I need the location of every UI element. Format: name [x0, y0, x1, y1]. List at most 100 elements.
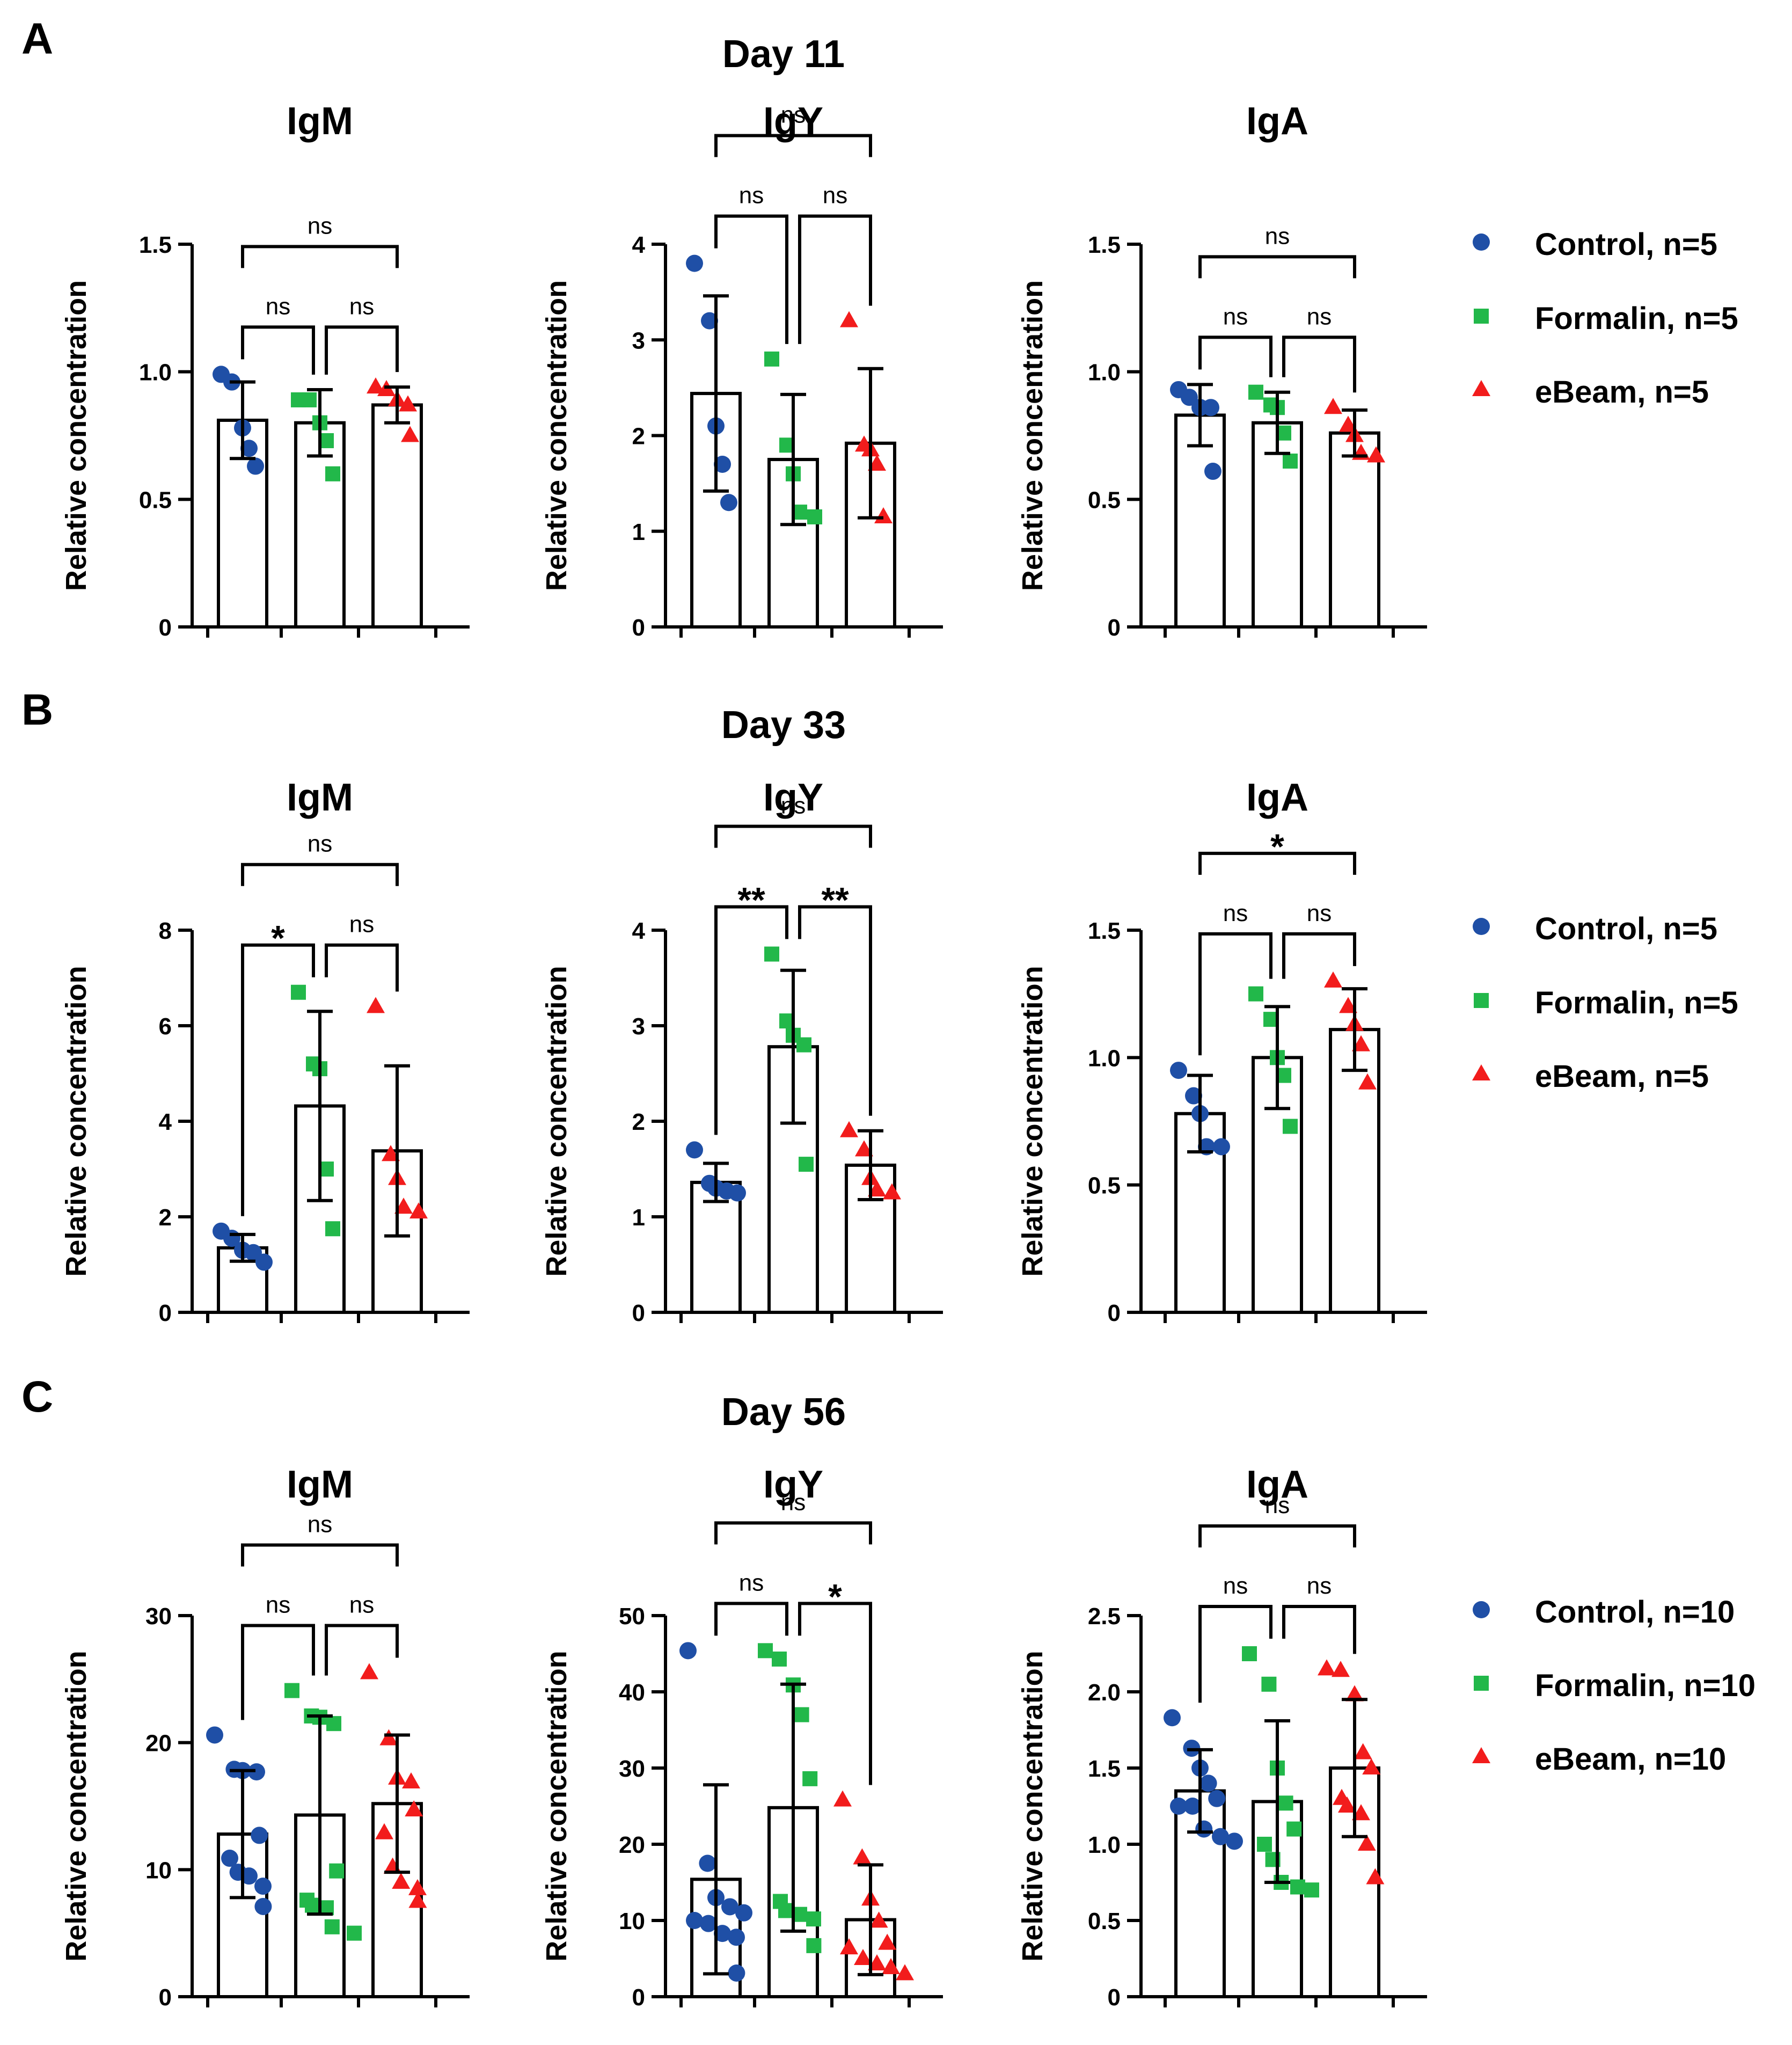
- bar-ebeam: [1329, 1028, 1380, 1314]
- point-ebeam: [868, 1180, 886, 1197]
- point-formalin: [325, 466, 340, 481]
- y-tick-label: 0: [632, 615, 645, 641]
- y-tick-label: 20: [619, 1832, 645, 1858]
- point-control: [1184, 1798, 1201, 1815]
- significance-bracket: [714, 905, 788, 1135]
- y-tick-label: 0: [1108, 1984, 1121, 2011]
- legend-ebeam-label: eBeam, n=5: [1535, 375, 1709, 410]
- point-control: [1181, 389, 1198, 406]
- point-control: [1199, 1774, 1217, 1792]
- point-ebeam: [1358, 1073, 1377, 1090]
- y-axis-label: Relative concentration: [60, 966, 92, 1276]
- chart-b-igy: IgY Relative concentration 0 1 2 3 4 ** ** ns: [540, 776, 943, 1326]
- point-control: [701, 312, 718, 330]
- y-tick-label: 0: [159, 1300, 172, 1326]
- point-formalin: [1242, 1646, 1257, 1661]
- y-axis-label: Relative concentration: [1016, 280, 1049, 591]
- legend-ebeam-marker: [1472, 380, 1490, 396]
- point-control: [1226, 1832, 1243, 1850]
- point-ebeam: [408, 1879, 427, 1895]
- point-formalin: [325, 1221, 340, 1237]
- significance-label: ns: [781, 1489, 806, 1515]
- legend-control-marker: [1473, 918, 1490, 935]
- y-tick-label: 1.0: [1088, 1832, 1121, 1858]
- y-tick-label: 2.0: [1088, 1679, 1121, 1706]
- point-ebeam: [375, 1823, 393, 1839]
- chart-b-igm: IgM Relative concentration 0 2 4 6 8 * ns ns: [60, 776, 470, 1326]
- point-ebeam: [833, 1790, 852, 1807]
- significance-label: ns: [1307, 1573, 1332, 1599]
- point-ebeam: [379, 1729, 398, 1745]
- point-formalin: [1278, 1795, 1293, 1811]
- point-control: [251, 1827, 268, 1844]
- legend: Control, n=10 Formalin, n=10 eBeam, n=10: [1472, 1595, 1756, 1777]
- point-formalin: [1257, 1837, 1272, 1852]
- point-control: [1185, 1087, 1202, 1105]
- point-ebeam: [1352, 1035, 1370, 1051]
- y-axis-label: Relative concentration: [60, 280, 92, 591]
- point-ebeam: [394, 1197, 413, 1214]
- point-control: [254, 1878, 272, 1895]
- point-control: [255, 1253, 273, 1271]
- legend-formalin-label: Formalin, n=5: [1535, 301, 1738, 336]
- plot-title: IgM: [287, 776, 353, 819]
- point-formalin: [329, 1863, 345, 1879]
- point-control: [720, 494, 737, 512]
- point-ebeam: [1339, 415, 1357, 432]
- point-formalin: [764, 946, 779, 962]
- point-ebeam: [1324, 971, 1342, 988]
- point-ebeam: [1324, 398, 1342, 414]
- day-title: Day 33: [721, 704, 846, 747]
- legend-ebeam-label: eBeam, n=5: [1535, 1059, 1709, 1094]
- point-formalin: [347, 1925, 362, 1941]
- point-formalin: [1248, 986, 1263, 1002]
- point-formalin: [799, 1157, 814, 1172]
- point-formalin: [1283, 1119, 1298, 1134]
- significance-label: **: [737, 880, 765, 920]
- point-control: [721, 1898, 738, 1916]
- y-tick-label: 0.5: [139, 487, 172, 513]
- significance-bracket: [1198, 851, 1356, 875]
- point-control: [1212, 1828, 1229, 1845]
- plot-title: IgA: [1246, 100, 1308, 143]
- legend-control-label: Control, n=5: [1535, 911, 1717, 946]
- point-formalin: [778, 1903, 793, 1918]
- panel-a: A Day 11 Control, n=5 Formalin, n=5 eBeam, n…: [21, 14, 1738, 410]
- significance-bracket: [241, 1624, 315, 1720]
- y-tick-label: 0.5: [1088, 1908, 1121, 1934]
- legend-formalin-marker: [1474, 993, 1489, 1008]
- y-tick-label: 2.5: [1088, 1603, 1121, 1630]
- point-ebeam: [399, 395, 417, 412]
- legend-control-label: Control, n=5: [1535, 227, 1717, 262]
- point-ebeam: [853, 1848, 872, 1865]
- significance-label: ns: [1223, 900, 1248, 926]
- significance-bracket: [325, 943, 399, 992]
- point-ebeam: [1332, 1661, 1350, 1677]
- significance-label: ns: [1265, 1492, 1290, 1518]
- plot-title: IgY: [763, 776, 823, 819]
- point-ebeam: [896, 1964, 914, 1981]
- point-ebeam: [1367, 446, 1385, 463]
- y-tick-label: 0.5: [1088, 1173, 1121, 1199]
- y-tick-label: 1.5: [1088, 918, 1121, 944]
- chart-b-iga: IgA Relative concentration 0 0.5 1.0 1.5 ns ns *: [1016, 776, 1427, 1326]
- significance-bracket: [1282, 335, 1356, 393]
- significance-bracket: [1282, 932, 1356, 979]
- bar-ebeam: [1329, 431, 1380, 629]
- day-title: Day 11: [722, 33, 845, 76]
- significance-bracket: [798, 214, 872, 344]
- y-axis-label: Relative concentration: [540, 966, 573, 1276]
- legend-control-label: Control, n=10: [1535, 1595, 1735, 1630]
- significance-label: ns: [266, 293, 290, 319]
- y-tick-label: 6: [159, 1013, 172, 1040]
- point-ebeam: [1366, 1868, 1385, 1885]
- chart-c-igy: IgY Relative concentration 0 10 20 30 40 50 ns * n…: [540, 1463, 943, 2011]
- panel-letter: A: [21, 14, 53, 63]
- panel-b: B Day 33 Control, n=5 Formalin, n=5 eBeam, n…: [21, 685, 1738, 1094]
- chart-a-igm: IgM Relative concentration 0 0.5 1.0 1.5 ns ns n…: [60, 100, 470, 641]
- y-tick-label: 40: [619, 1679, 645, 1706]
- y-tick-label: 2: [632, 423, 645, 450]
- y-axis-label: Relative concentration: [540, 1650, 573, 1961]
- point-formalin: [1290, 1879, 1305, 1895]
